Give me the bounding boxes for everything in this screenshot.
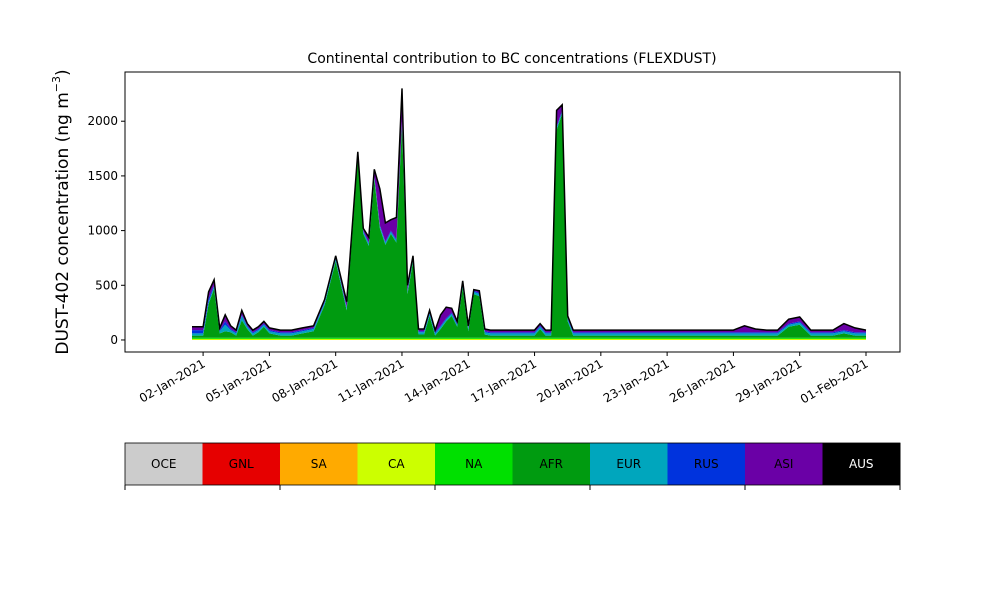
legend-label-sa: SA [311,457,328,471]
legend-swatch-na [435,443,513,485]
y-tick-label: 1500 [87,169,118,183]
legend-label-na: NA [465,457,483,471]
legend-swatch-afr [512,443,591,485]
legend-label-ca: CA [388,457,405,471]
y-axis-label-main: DUST-402 concentration (ng m [53,92,73,354]
legend-swatch-asi [745,443,823,485]
x-tick-label: 20-Jan-2021 [535,356,606,405]
legend-label-asi: ASI [774,457,793,471]
x-tick-label: 08-Jan-2021 [269,356,340,405]
y-axis-label-close: ) [53,69,73,76]
y-axis-label-exponent: −3 [50,76,63,92]
x-tick-label: 02-Jan-2021 [137,356,208,405]
legend-label-rus: RUS [694,457,719,471]
y-tick-label: 2000 [87,114,118,128]
chart-title: Continental contribution to BC concentra… [307,51,716,67]
x-tick-label: 14-Jan-2021 [402,356,473,405]
x-tick-label: 26-Jan-2021 [667,356,738,405]
y-axis-label: DUST-402 concentration (ng m−3) [50,69,73,354]
total-outline [192,88,867,333]
legend-label-afr: AFR [540,457,563,471]
legend-label-gnl: GNL [229,457,254,471]
x-tick-label: 11-Jan-2021 [336,356,407,405]
area-na [192,337,866,339]
area-aus [192,88,866,331]
area-eur [192,111,866,336]
svg-text:DUST-402 concentration (ng m−3: DUST-402 concentration (ng m−3) [50,69,73,354]
x-axis: 02-Jan-202105-Jan-202108-Jan-202111-Jan-… [137,352,871,406]
y-tick-label: 0 [110,333,118,347]
legend-frame [124,442,901,486]
legend-swatch-gnl [202,443,281,485]
legend-label-eur: EUR [616,457,641,471]
x-tick-label: 17-Jan-2021 [468,356,539,405]
area-ca [192,338,866,340]
legend-swatch-oce [125,443,203,485]
legend-label-aus: AUS [849,457,874,471]
legend-label-oce: OCE [151,457,176,471]
x-tick-label: 29-Jan-2021 [733,356,804,405]
legend-swatch-rus [667,443,746,485]
legend-colorbar: OCE GNL SA CA NA AFR EUR RUS ASI AUS [124,442,901,490]
x-tick-label: 05-Jan-2021 [203,356,274,405]
y-axis: 0 500 1000 1500 2000 [87,114,125,347]
legend-swatch-eur [590,443,668,485]
stacked-areas [192,88,867,340]
y-tick-label: 1000 [87,224,118,238]
legend-swatch-ca [357,443,436,485]
area-afr [192,113,866,338]
legend-swatch-aus [822,443,901,485]
area-rus [192,110,866,334]
legend-swatch-sa [280,443,358,485]
plot-frame [124,71,901,353]
x-tick-label: 01-Feb-2021 [798,356,871,406]
x-tick-label: 23-Jan-2021 [601,356,672,405]
area-asi [192,88,866,333]
y-tick-label: 500 [95,278,118,292]
